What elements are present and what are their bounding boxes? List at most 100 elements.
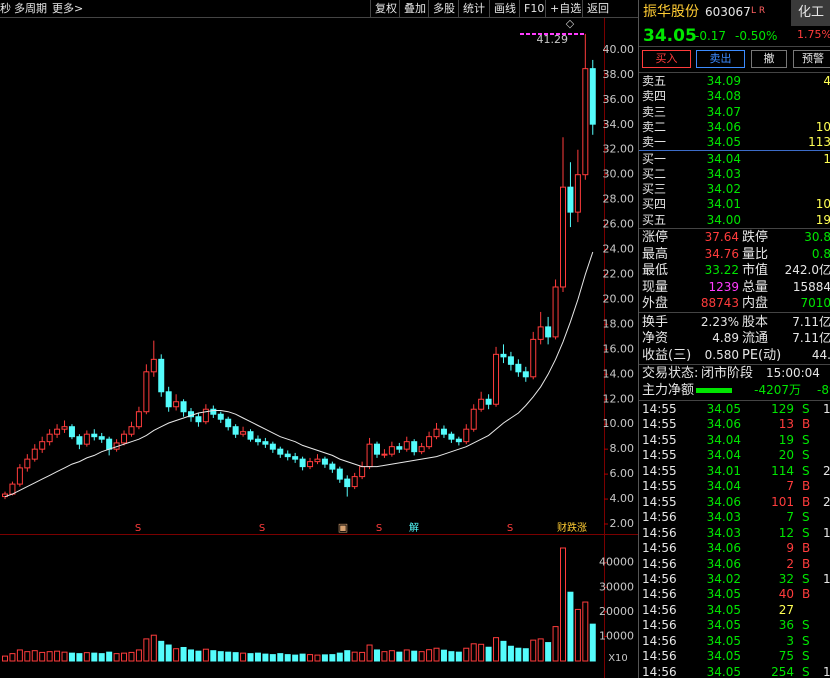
trade-button[interactable]: 预警 [793, 50, 830, 68]
stat-value: 7010 [800, 296, 830, 310]
book-volume: 4 [769, 74, 830, 89]
toolbar-item[interactable]: 统计 [463, 2, 485, 15]
tick-side: S [802, 463, 810, 478]
volume-bar [143, 638, 150, 662]
event-marker: S [507, 523, 513, 534]
toolbar-item[interactable]: 画线 [494, 2, 516, 15]
tick-price: 34.05 [706, 402, 741, 416]
y-tick-label: 6.00 [610, 467, 635, 480]
volume-bar [262, 653, 269, 662]
stat-value: 0.580 [704, 347, 739, 362]
quote-panel: 振华股份 603067 L R 化工 1.75% 34.05 -0.17 -0.… [638, 0, 830, 678]
stat-label: 最高 [642, 246, 669, 262]
toolbar-item[interactable]: 复权 [375, 2, 397, 15]
volume-bar [292, 654, 299, 662]
toolbar-item[interactable]: F10 [524, 2, 545, 15]
y-tick-label: 28.00 [603, 193, 635, 206]
sector-button[interactable]: 化工 [791, 0, 830, 26]
y-tick-label: 4.00 [610, 492, 635, 505]
toolbar-item[interactable]: 多周期 [14, 2, 47, 15]
y-tick-label: 36.00 [603, 93, 635, 106]
toolbar-item[interactable]: 多股 [433, 2, 455, 15]
candle-body [68, 426, 75, 438]
last-price: 34.05 [643, 26, 697, 46]
stat-value: 0.8 [811, 246, 830, 261]
volume-bar [329, 654, 336, 662]
candle-body [173, 401, 180, 408]
volume-bar [217, 651, 224, 662]
volume-bar [530, 639, 537, 662]
stat-label: 内盘 [742, 296, 769, 311]
tick-side: S [802, 571, 810, 586]
candle-body [165, 391, 172, 408]
book-volume: 10 [815, 119, 830, 134]
y-tick-label: 30.00 [603, 168, 635, 181]
tick-volume: 12 [778, 525, 794, 540]
candle-body [567, 186, 574, 213]
stat-label: 净资 [642, 331, 669, 346]
candle-body [560, 186, 566, 288]
volume-bar [9, 653, 16, 662]
candle-body [247, 431, 254, 440]
candle-body [359, 466, 366, 478]
candle-body [344, 478, 351, 488]
tick-volume: 32 [778, 571, 794, 586]
candle-body [121, 433, 128, 444]
volume-bar [232, 652, 239, 662]
tick-volume: 19 [778, 432, 794, 447]
tick-time: 14:56 [642, 602, 677, 617]
tick-price: 34.06 [706, 494, 741, 509]
volume-bar [39, 651, 46, 662]
tick-time: 14:56 [642, 664, 677, 678]
tick-time: 14:55 [642, 479, 677, 494]
book-divider [639, 150, 830, 151]
volume-bar [202, 648, 209, 662]
volume-bar [351, 651, 358, 662]
candle-body [515, 363, 522, 373]
trade-button[interactable]: 买入 [642, 50, 691, 68]
volume-bar [344, 650, 351, 662]
volume-bar [522, 648, 529, 662]
candle-body [522, 371, 529, 378]
tick-price: 34.05 [706, 618, 741, 633]
tick-side: S [802, 649, 810, 664]
toolbar-item[interactable]: 返回 [587, 2, 609, 15]
toolbar-item[interactable]: 叠加 [404, 2, 426, 15]
tick-price: 34.05 [706, 664, 741, 678]
volume-bar [314, 654, 321, 662]
book-volume: 1 [769, 152, 830, 167]
stat-value: 34.76 [704, 246, 739, 261]
stat-label: 换手 [642, 314, 669, 330]
volume-bar [545, 642, 552, 662]
tick-side: B [802, 479, 811, 494]
volume-bar [277, 653, 284, 662]
tick-time: 14:55 [642, 494, 677, 509]
stat-value: 37.64 [704, 230, 739, 244]
candle-body [403, 441, 410, 450]
tick-price: 34.03 [706, 525, 741, 540]
candle-body [500, 353, 507, 358]
candle-body [31, 448, 38, 460]
toolbar-item[interactable]: 更多> [52, 2, 84, 15]
toolbar-item[interactable]: +自选 [550, 2, 582, 15]
tick-volume: 129 [771, 402, 794, 416]
candle-body [396, 446, 403, 450]
volume-bar [381, 651, 388, 662]
volume-bar [135, 649, 142, 662]
candle-body [91, 433, 98, 438]
volume-bar [574, 608, 581, 662]
tick-time: 14:55 [642, 448, 677, 463]
event-marker: S [259, 523, 265, 534]
trade-button[interactable]: 卖出 [696, 50, 745, 68]
tick-count: 1 [823, 402, 830, 416]
volume-bar [388, 650, 395, 662]
status-value: 闭市阶段 [701, 366, 754, 381]
tick-price: 34.05 [706, 602, 741, 617]
volume-bar [433, 647, 440, 662]
y-tick-label: 18.00 [603, 317, 635, 330]
trade-button[interactable]: 撤 [751, 50, 787, 68]
event-marker: 财跌涨 [557, 521, 587, 534]
candle-body [470, 408, 477, 430]
toolbar-item[interactable]: 秒 [0, 2, 11, 15]
